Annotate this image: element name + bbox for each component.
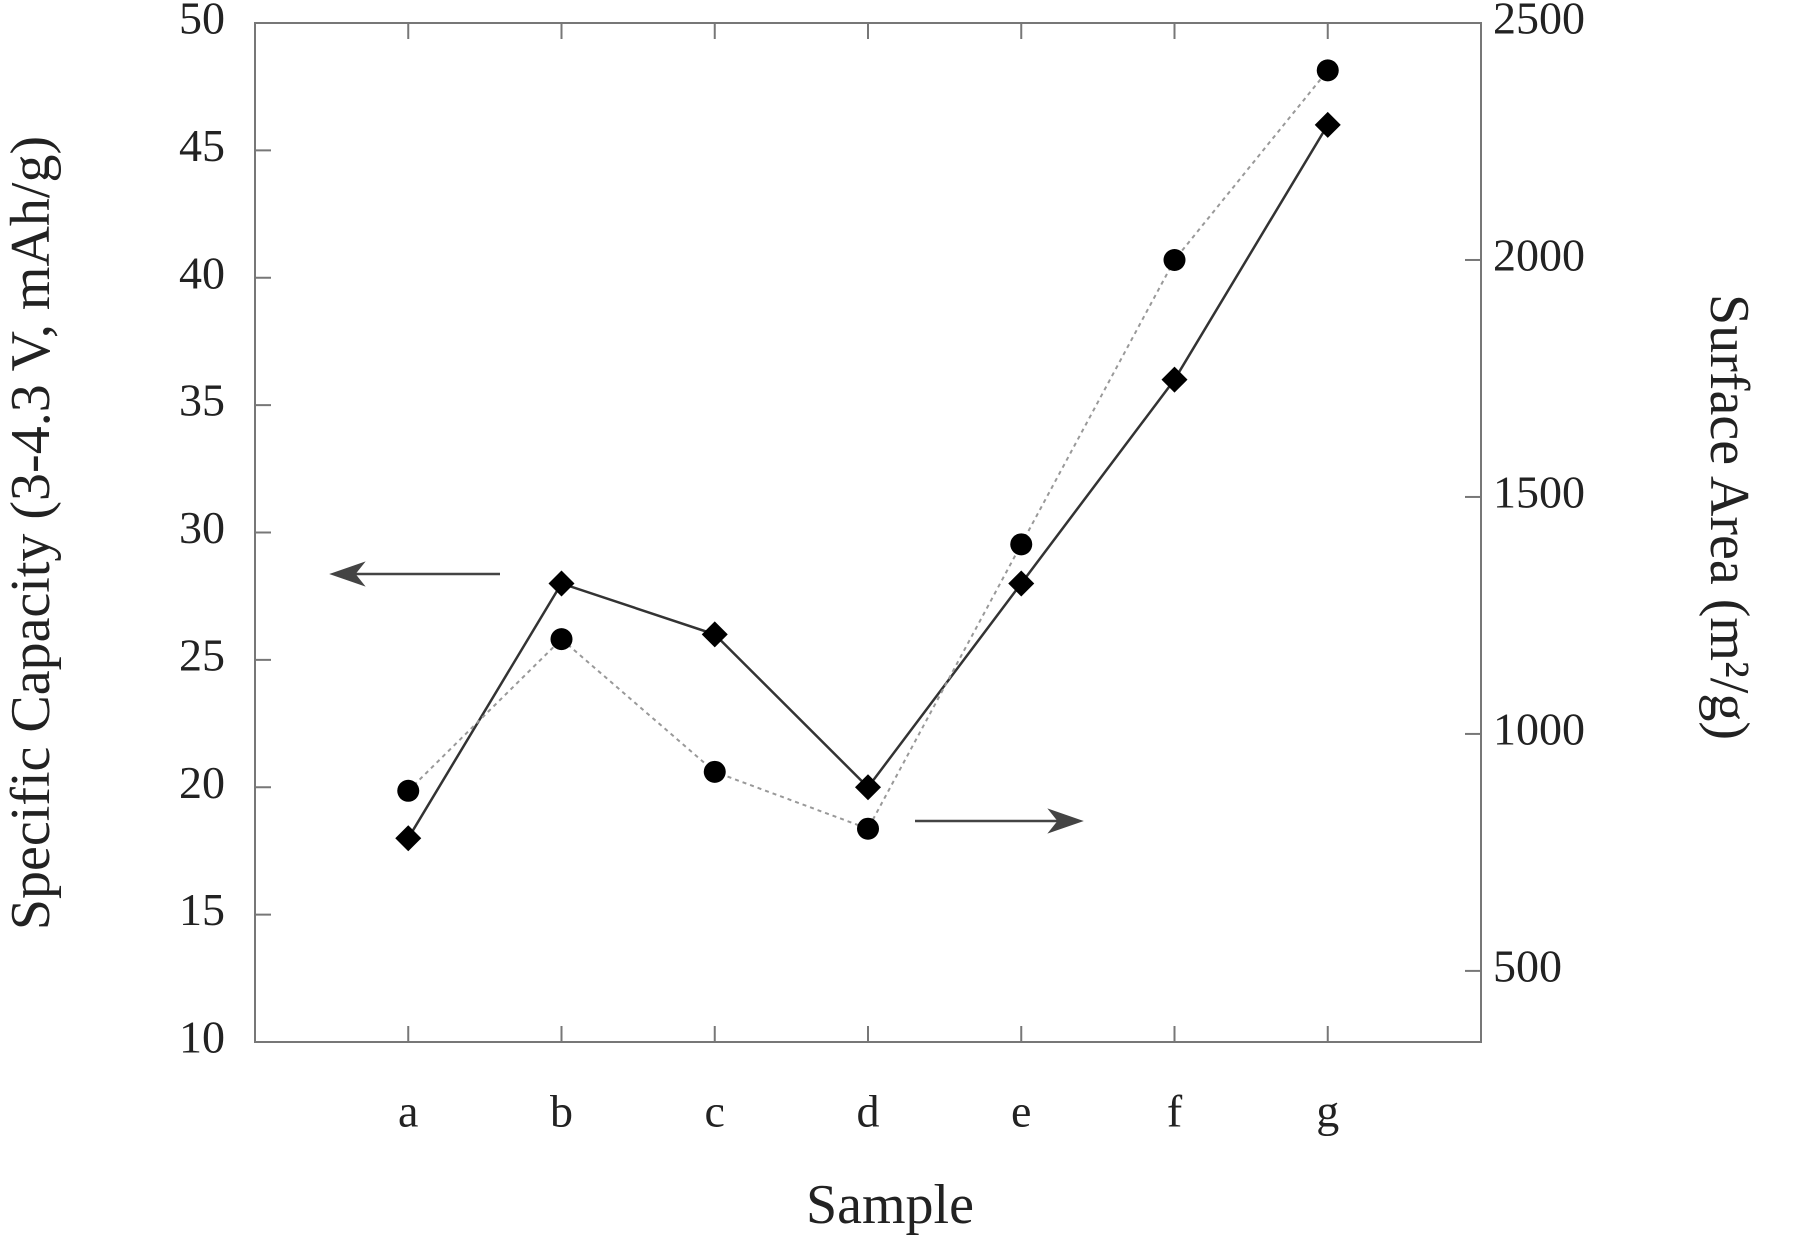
- y-tick-label: 20: [179, 757, 225, 808]
- diamond-marker: [395, 825, 422, 852]
- diamond-marker: [701, 621, 728, 648]
- diamond-marker: [1314, 111, 1341, 138]
- circle-marker: [703, 760, 726, 783]
- y-tick-label: 10: [179, 1012, 225, 1063]
- circle-marker: [1010, 533, 1033, 556]
- diamond-marker: [855, 774, 881, 801]
- y-tick-label: 45: [179, 120, 225, 171]
- series-line: [407, 124, 1329, 839]
- circle-marker: [397, 779, 420, 802]
- circle-marker: [857, 817, 879, 840]
- diamond-marker: [1161, 366, 1188, 393]
- x-tick-label: g: [1316, 1086, 1339, 1137]
- x-tick-label: d: [857, 1086, 880, 1137]
- x-tick-label: c: [705, 1086, 725, 1137]
- series-line: [407, 69, 1329, 830]
- y-tick-label: 40: [179, 247, 225, 298]
- annotation-arrow: [915, 808, 1084, 834]
- x-tick-label: f: [1167, 1086, 1183, 1137]
- x-tick-label: a: [398, 1086, 418, 1137]
- y2-tick-label: 2000: [1493, 230, 1585, 281]
- circle-marker: [1163, 248, 1186, 271]
- annotation-arrow: [329, 561, 500, 587]
- y-tick-label: 50: [179, 0, 225, 44]
- y2-tick-label: 1500: [1493, 467, 1585, 518]
- x-tick-label: e: [1011, 1086, 1031, 1137]
- y-tick-label: 35: [179, 375, 225, 426]
- y-axis-title: Specific Capacity (3-4.3 V, mAh/g): [0, 136, 62, 930]
- y2-tick-label: 1000: [1493, 703, 1585, 754]
- x-axis-title: Sample: [806, 1174, 974, 1236]
- y2-axis-title: Surface Area (m²/g): [1698, 294, 1760, 740]
- y-tick-label: 30: [179, 502, 225, 553]
- x-tick-label: b: [550, 1086, 573, 1137]
- y-tick-label: 15: [179, 884, 225, 935]
- diamond-marker: [1008, 570, 1035, 597]
- diamond-marker: [548, 570, 575, 597]
- y-tick-label: 25: [179, 629, 225, 680]
- y2-tick-label: 500: [1493, 940, 1562, 991]
- y2-tick-label: 2500: [1493, 0, 1585, 44]
- circle-marker: [550, 628, 573, 651]
- circle-marker: [1316, 59, 1339, 82]
